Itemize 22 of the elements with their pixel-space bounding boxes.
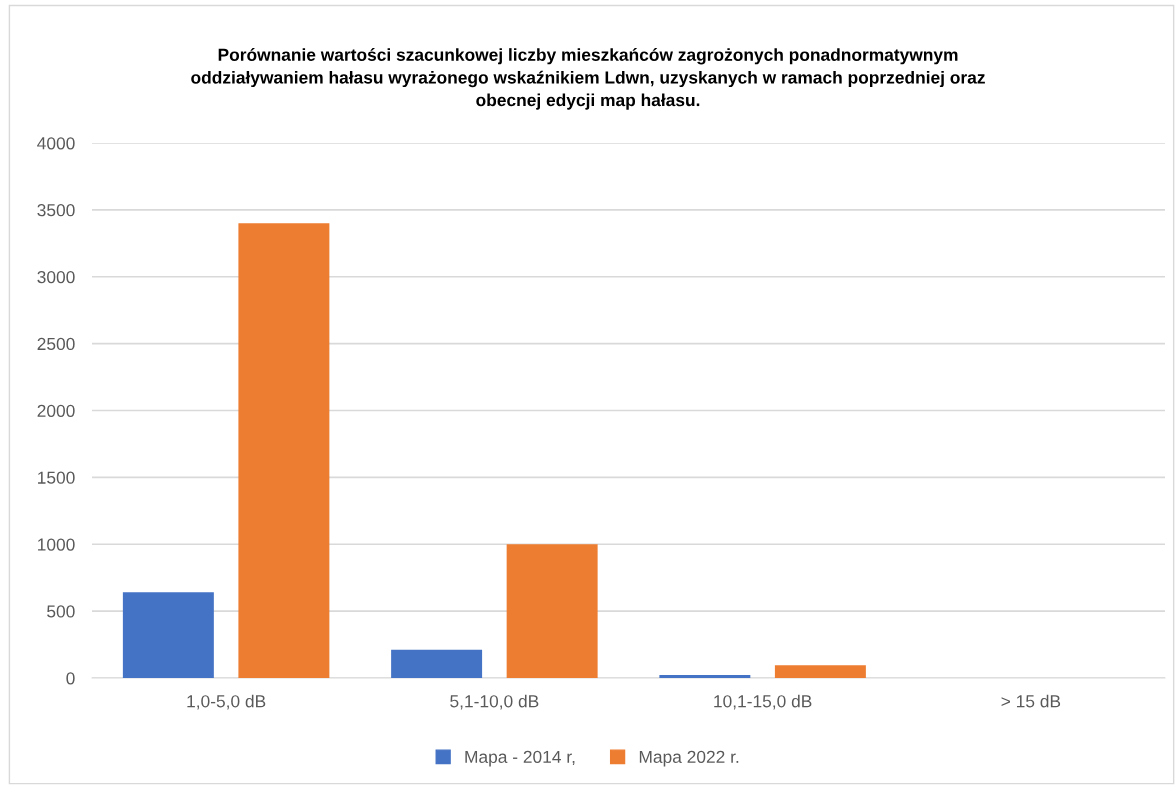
y-tick-label: 2000: [37, 404, 75, 417]
bar: [774, 665, 866, 678]
legend-label: Mapa 2022 r.: [639, 750, 739, 767]
bar: [391, 649, 483, 678]
y-tick-label: 1000: [38, 538, 75, 551]
bar: [238, 223, 330, 678]
y-tick-label: 0: [66, 672, 75, 685]
bar: [122, 592, 214, 678]
chart-title: Porównanie wartości szacunkowej liczby mieszkańców zagrożonych ponadnormatywnym oddziaływaniem hałasu wyrażonego wskaźnikiem Ldwn, uzyskanych w ramach poprzedniej oraz obecnej edycji map hałasu.: [191, 48, 985, 110]
bar: [506, 544, 598, 678]
y-tick-label: 3000: [37, 270, 75, 284]
y-tick-label: 3500: [37, 204, 75, 217]
x-tick-label: > 15 dB: [1001, 694, 1061, 708]
legend-label: Mapa - 2014 r,: [465, 750, 575, 767]
y-tick-label: 4000: [37, 137, 75, 150]
x-tick-label: 1,0-5,0 dB: [187, 694, 266, 710]
bar: [659, 674, 751, 678]
x-tick-label: 10,1-15,0 dB: [714, 694, 812, 710]
y-tick-label: 2500: [37, 337, 75, 351]
x-tick-label: 5,1-10,0 dB: [450, 694, 539, 710]
y-tick-label: 500: [47, 605, 75, 618]
y-tick-label: 1500: [38, 471, 75, 484]
